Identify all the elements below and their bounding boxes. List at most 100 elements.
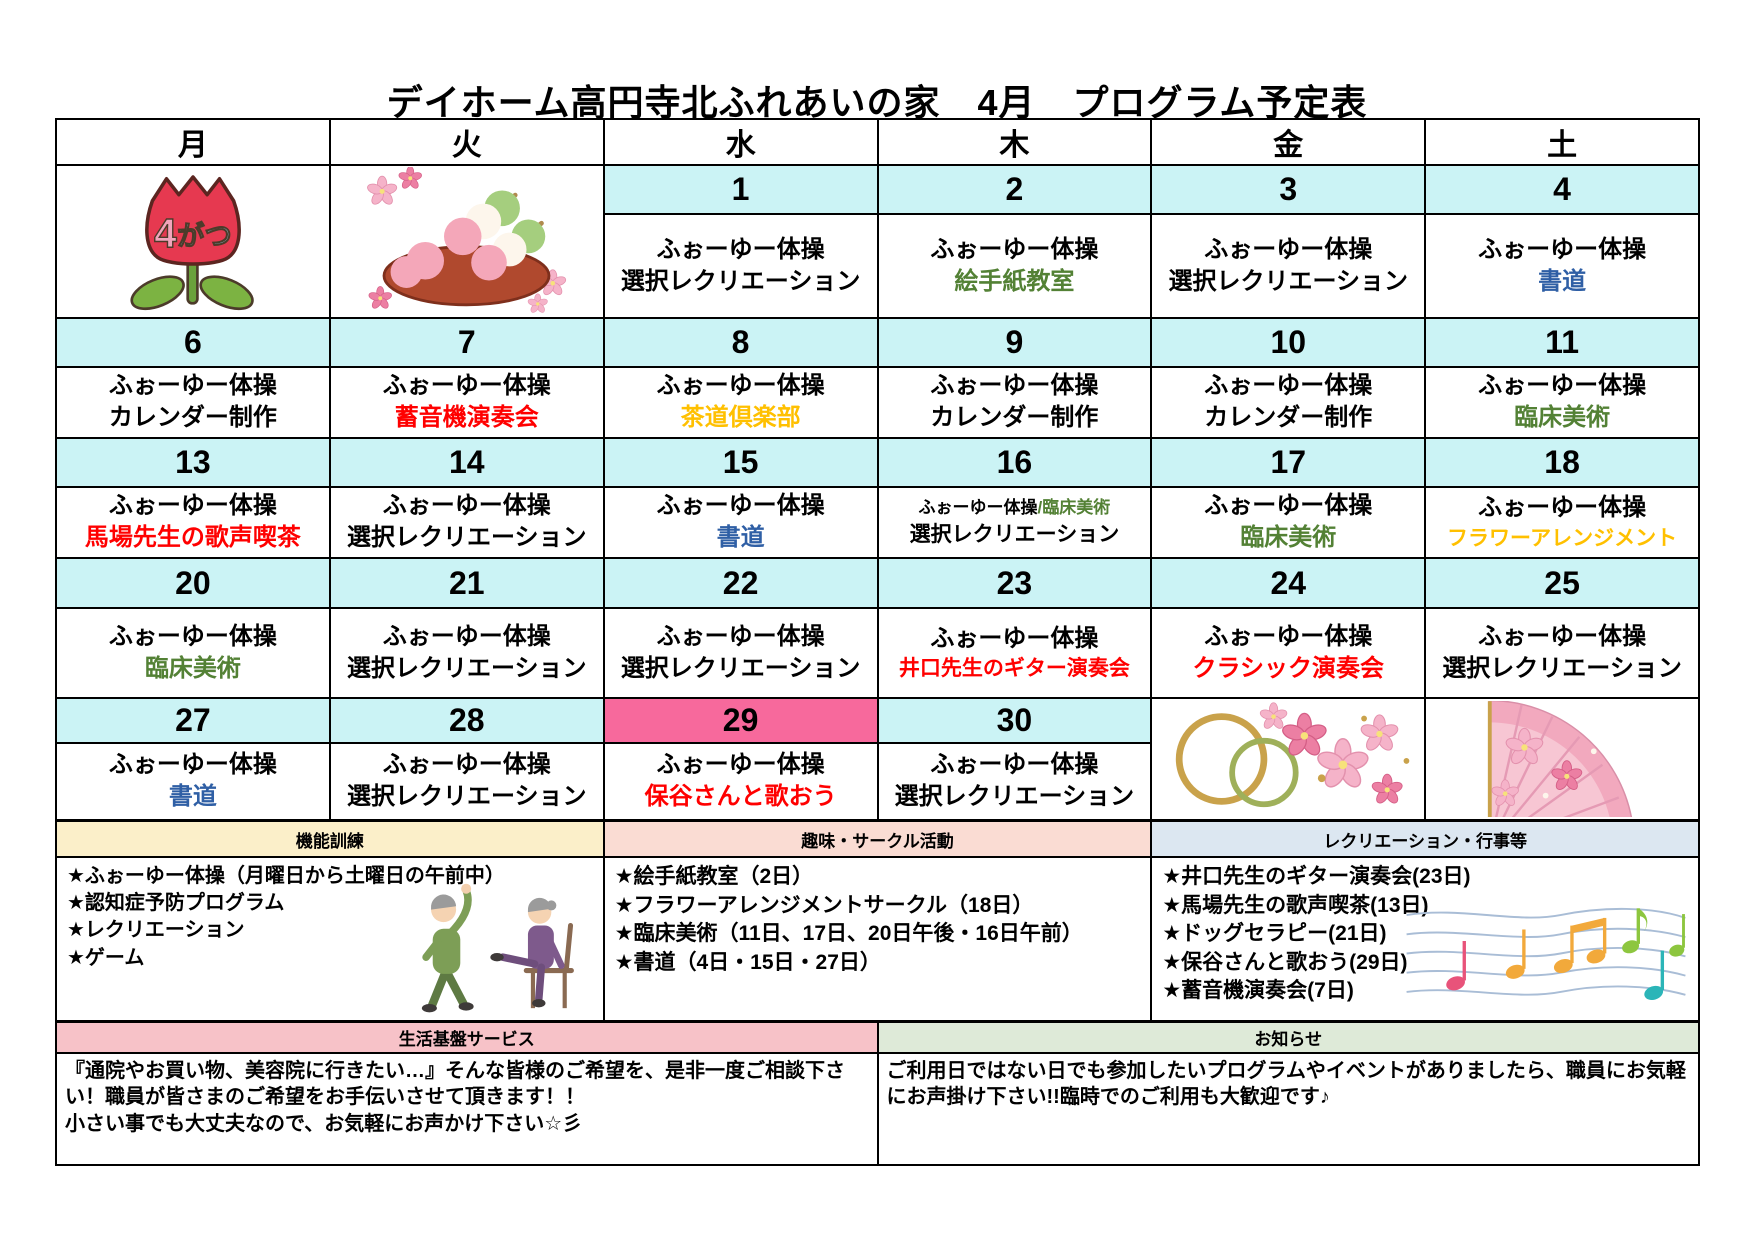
- activity-text: ふぉーゆー体操: [918, 498, 1038, 518]
- activity-text: 選択レクリエーション: [1442, 654, 1682, 682]
- activity-line: ふぉーゆー体操: [1478, 494, 1646, 523]
- activity-line: ふぉーゆー体操: [657, 492, 825, 521]
- date-cell-4: 4: [1425, 165, 1699, 214]
- activity-text: 書道: [1538, 267, 1587, 295]
- activity-text: ふぉーゆー体操: [382, 622, 551, 650]
- day-header-1: 月: [56, 119, 330, 165]
- activities-day-13: ふぉーゆー体操 馬場先生の歌声喫茶: [56, 487, 330, 558]
- activities-day-28: ふぉーゆー体操選択レクリエーション: [329, 743, 604, 820]
- activity-line: 選択レクリエーション: [895, 783, 1135, 812]
- activity-text: ふぉーゆー体操: [108, 622, 277, 650]
- activity-line: ふぉーゆー体操: [930, 751, 1098, 780]
- sakura-rings-illustration: [1176, 702, 1410, 808]
- activity-line: ふぉーゆー体操: [657, 751, 825, 780]
- activity-text: ふぉーゆー体操: [656, 235, 825, 263]
- date-cell-9: 9: [877, 318, 1152, 367]
- activity-line: 選択レクリエーション: [1168, 268, 1408, 297]
- section-item: ★絵手紙教室（2日）: [614, 865, 814, 888]
- music-notes-illustration: [1406, 907, 1686, 1000]
- day-header-2: 火: [329, 119, 604, 165]
- activities-day-24: ふぉーゆー体操 クラシック演奏会: [1151, 608, 1426, 698]
- bottom-header-2: お知らせ: [877, 1022, 1699, 1053]
- activities-day-30: ふぉーゆー体操選択レクリエーション: [877, 743, 1152, 820]
- activity-text: ふぉーゆー体操: [1204, 372, 1373, 400]
- activity-line: カレンダー制作: [1204, 404, 1372, 433]
- activity-line: ふぉーゆー体操: [657, 372, 825, 401]
- activity-line: 選択レクリエーション: [910, 522, 1120, 547]
- activity-text: 臨床美術: [1514, 404, 1611, 431]
- activity-line: ふぉーゆー体操: [930, 625, 1098, 654]
- hanami-dango-illustration: [367, 166, 567, 313]
- activity-line: 選択レクリエーション: [347, 655, 587, 684]
- activity-text: ふぉーゆー体操: [1478, 235, 1647, 263]
- day-header-5: 金: [1151, 119, 1426, 165]
- date-cell-3: 3: [1151, 165, 1426, 214]
- activity-text: 蓄音機演奏会: [394, 404, 539, 431]
- activities-day-18: ふぉーゆー体操フラワーアレンジメント: [1425, 487, 1699, 558]
- activity-line: 保谷さんと歌おう: [645, 783, 837, 812]
- section-item: ★馬場先生の歌声喫茶(13日): [1162, 893, 1429, 917]
- activities-day-23: ふぉーゆー体操 井口先生のギター演奏会: [877, 608, 1152, 698]
- activity-line: 馬場先生の歌声喫茶: [85, 524, 301, 553]
- activity-text: 保谷さんと歌おう: [644, 783, 837, 810]
- activity-text: カレンダー制作: [108, 404, 277, 431]
- activity-text: 選択レクリエーション: [620, 654, 861, 682]
- activity-line: ふぉーゆー体操: [1204, 372, 1372, 401]
- activity-line: ふぉーゆー体操: [930, 236, 1098, 265]
- date-cell-1: 1: [603, 165, 878, 214]
- activity-text: /臨床美術: [1037, 498, 1111, 518]
- activity-text: ふぉーゆー体操: [1204, 622, 1373, 650]
- activity-line: ふぉーゆー体操: [383, 751, 551, 780]
- activity-text: 選択レクリエーション: [346, 783, 587, 810]
- activity-line: ふぉーゆー体操: [383, 623, 551, 652]
- activities-day-1: ふぉーゆー体操選択レクリエーション: [603, 214, 878, 318]
- activity-text: カレンダー制作: [930, 404, 1099, 431]
- activity-text: 選択レクリエーション: [1168, 267, 1408, 295]
- activity-line: 選択レクリエーション: [347, 783, 587, 812]
- section-item: ★ふぉーゆー体操（月曜日から土曜日の午前中）: [67, 865, 505, 887]
- activity-line: ふぉーゆー体操: [383, 372, 551, 401]
- svg-text:がつ: がつ: [177, 220, 232, 251]
- activities-day-29: ふぉーゆー体操 保谷さんと歌おう: [603, 743, 878, 820]
- activity-text: カレンダー制作: [1204, 404, 1373, 431]
- section-item: ★保谷さんと歌おう(29日): [1162, 950, 1408, 974]
- activity-text: ふぉーゆー体操: [656, 751, 825, 779]
- activity-text: ふぉーゆー体操: [930, 751, 1099, 779]
- section-header-3: レクリエーション・行事等: [1151, 821, 1699, 857]
- activity-line: ふぉーゆー体操: [657, 623, 825, 652]
- activity-line: 井口先生のギター演奏会: [899, 656, 1130, 681]
- activities-day-8: ふぉーゆー体操 茶道倶楽部: [603, 367, 878, 438]
- activity-line: ふぉーゆー体操: [1204, 236, 1372, 265]
- section-item: ★臨床美術（11日、17日、20日午後・16日午前）: [614, 922, 1083, 946]
- activity-text: 馬場先生の歌声喫茶: [84, 524, 301, 551]
- activity-text: ふぉーゆー体操: [656, 622, 825, 650]
- activity-text: 臨床美術: [1240, 524, 1337, 551]
- calendar-art-cell-folding-fan: [1425, 698, 1699, 820]
- activity-line: ふぉーゆー体操: [657, 236, 825, 265]
- activity-line: 選択レクリエーション: [1442, 655, 1682, 684]
- day-header-6: 土: [1425, 119, 1699, 165]
- activity-text: 選択レクリエーション: [620, 267, 861, 295]
- date-cell-21: 21: [329, 558, 604, 608]
- date-cell-28: 28: [329, 698, 604, 743]
- seniors-exercise-illustration: [421, 883, 574, 1013]
- section-header-2: 趣味・サークル活動: [603, 821, 1152, 857]
- activity-line: ふぉーゆー体操/臨床美術: [919, 498, 1111, 518]
- activity-line: 蓄音機演奏会: [395, 404, 539, 433]
- activities-day-25: ふぉーゆー体操 選択レクリエーション: [1425, 608, 1699, 698]
- activity-text: ふぉーゆー体操: [930, 372, 1099, 400]
- activity-text: フラワーアレンジメント: [1446, 526, 1678, 550]
- activity-text: ふぉーゆー体操: [656, 372, 825, 400]
- calendar-art-cell-sakura-rings: [1151, 698, 1426, 820]
- date-cell-22: 22: [603, 558, 878, 608]
- date-cell-10: 10: [1151, 318, 1426, 367]
- activity-text: ふぉーゆー体操: [108, 751, 277, 779]
- activities-day-3: ふぉーゆー体操選択レクリエーション: [1151, 214, 1426, 318]
- activities-day-11: ふぉーゆー体操 臨床美術: [1425, 367, 1699, 438]
- activity-text: ふぉーゆー体操: [1204, 235, 1373, 263]
- date-cell-2: 2: [877, 165, 1152, 214]
- activities-day-21: ふぉーゆー体操選択レクリエーション: [329, 608, 604, 698]
- activity-line: 書道: [169, 783, 217, 812]
- activities-day-20: ふぉーゆー体操 臨床美術: [56, 608, 330, 698]
- date-cell-18: 18: [1425, 438, 1699, 487]
